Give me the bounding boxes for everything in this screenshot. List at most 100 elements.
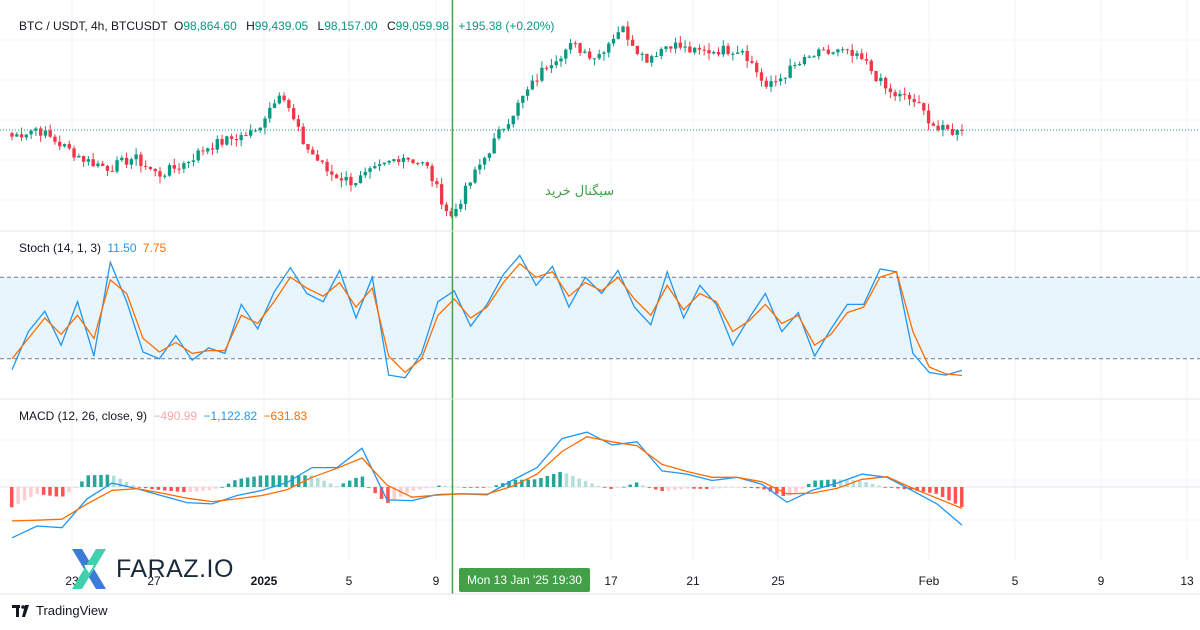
macd-histogram-bar xyxy=(169,487,173,492)
macd-histogram-bar xyxy=(653,487,658,490)
candle-body xyxy=(602,52,606,54)
macd-name[interactable]: MACD (12, 26, close, 9) xyxy=(19,409,148,423)
candle-body xyxy=(716,51,721,55)
candle-body xyxy=(444,204,449,212)
macd-histogram-bar xyxy=(896,487,900,489)
low-label: L xyxy=(317,19,325,33)
macd-histogram-bar xyxy=(730,487,734,488)
candle-body xyxy=(81,156,86,162)
candle-body xyxy=(630,39,635,46)
macd-histogram-bar xyxy=(794,487,798,493)
macd-histogram-bar xyxy=(602,487,607,488)
candle-body xyxy=(946,124,950,129)
candle-body xyxy=(373,166,377,169)
candle-body xyxy=(893,92,897,97)
macd-histogram-bar xyxy=(889,487,894,488)
candle-body xyxy=(282,95,286,101)
macd-histogram-bar xyxy=(411,487,416,491)
macd-histogram-bar xyxy=(405,487,409,494)
candle-body xyxy=(244,134,248,136)
candle-body xyxy=(721,45,725,55)
macd-histogram xyxy=(10,472,964,508)
candle-body xyxy=(650,56,654,63)
macd-histogram-bar xyxy=(430,487,435,488)
candle-body xyxy=(206,148,210,152)
time-axis-tick: 9 xyxy=(433,574,440,588)
candle-body xyxy=(487,153,492,158)
macd-histogram-bar xyxy=(826,479,830,487)
candle-body xyxy=(564,49,568,59)
macd-histogram-bar xyxy=(838,479,843,487)
macd-histogram-bar xyxy=(883,487,887,488)
candle-body xyxy=(220,139,224,145)
macd-histogram-bar xyxy=(755,487,760,489)
macd-histogram-bar xyxy=(462,487,467,488)
candle-body xyxy=(831,52,835,54)
macd-histogram-bar xyxy=(29,487,33,498)
macd-histogram-bar xyxy=(520,479,524,487)
candle-body xyxy=(783,77,788,79)
macd-histogram-bar xyxy=(571,475,575,487)
candle-body xyxy=(354,183,358,186)
candle-body xyxy=(521,95,525,103)
candle-body xyxy=(678,42,683,48)
candle-body xyxy=(936,125,940,130)
macd-histogram-bar xyxy=(265,475,269,487)
macd-histogram-bar xyxy=(500,483,505,487)
candle-body xyxy=(669,46,673,49)
candle-body xyxy=(306,144,310,150)
candle-body xyxy=(917,102,921,104)
candle-body xyxy=(186,161,191,164)
macd-histogram-bar xyxy=(908,487,913,490)
macd-histogram-bar xyxy=(143,487,148,489)
macd-histogram-bar xyxy=(469,487,473,488)
candle-body xyxy=(764,80,768,87)
time-axis-tick: 21 xyxy=(686,574,700,588)
candle-body xyxy=(459,203,463,209)
macd-histogram-bar xyxy=(137,487,142,488)
macd-histogram-bar xyxy=(309,475,314,487)
candle-body xyxy=(511,115,515,125)
candle-body xyxy=(659,48,663,57)
macd-histogram-bar xyxy=(354,477,358,487)
macd-histogram-bar xyxy=(928,487,932,493)
tradingview-branding[interactable]: TradingView xyxy=(12,603,108,618)
macd-histogram-bar xyxy=(902,487,907,490)
candle-body xyxy=(922,103,926,111)
candle-body xyxy=(463,185,468,204)
candle-body xyxy=(874,71,878,82)
candle-body xyxy=(707,49,711,54)
candle-body xyxy=(249,130,253,136)
change-value: +195.38 (+0.20%) xyxy=(458,19,555,33)
open-value: 98,864.60 xyxy=(183,19,237,33)
candle-body xyxy=(416,163,420,165)
macd-histogram-bar xyxy=(749,487,754,488)
macd-histogram-bar xyxy=(277,475,282,487)
candle-body xyxy=(182,163,186,169)
macd-histogram-bar xyxy=(475,487,479,488)
macd-line xyxy=(11,431,963,539)
time-axis[interactable]: 23 27 2025 5 9 17 21 25 Feb 5 9 13 xyxy=(65,574,1194,588)
macd-histogram-bar xyxy=(711,487,715,489)
macd-histogram-bar xyxy=(717,487,722,489)
candle-body xyxy=(568,43,573,50)
candle-body xyxy=(34,128,38,131)
macd-histogram-bar xyxy=(443,485,448,487)
candlestick-series xyxy=(10,21,964,218)
candle-body xyxy=(898,93,902,97)
macd-histogram-bar xyxy=(16,487,20,504)
candle-body xyxy=(454,208,458,217)
candle-body xyxy=(215,139,219,150)
candle-body xyxy=(807,56,811,58)
candle-body xyxy=(258,127,262,131)
candle-body xyxy=(578,43,582,53)
macd-histogram-bar xyxy=(328,483,333,487)
candle-body xyxy=(712,51,716,54)
candle-body xyxy=(43,130,48,136)
symbol-label[interactable]: BTC / USDT, 4h, BTCUSDT xyxy=(19,19,168,33)
stoch-name[interactable]: Stoch (14, 1, 3) xyxy=(19,241,102,255)
candle-body xyxy=(931,123,936,126)
macd-histogram-bar xyxy=(947,487,951,501)
candle-body xyxy=(855,53,859,56)
